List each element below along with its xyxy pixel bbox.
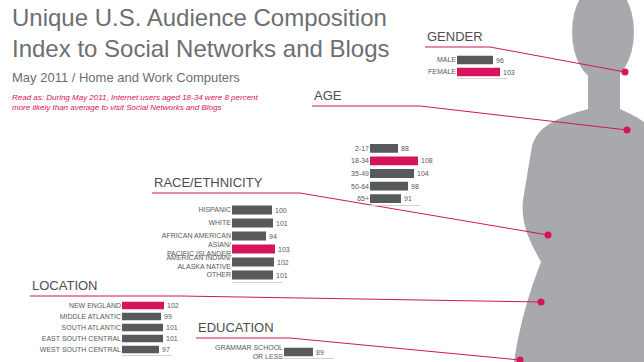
svg-text:ASIAN/PACIFIC ISLANDER: ASIAN/PACIFIC ISLANDER	[167, 241, 231, 257]
svg-text:MIDDLE ATLANTIC: MIDDLE ATLANTIC	[60, 313, 121, 320]
svg-text:2-17: 2-17	[355, 145, 369, 152]
svg-text:Read as: During May 2011, Inte: Read as: During May 2011, Internet users…	[12, 93, 259, 112]
svg-text:EDUCATION: EDUCATION	[198, 320, 274, 335]
svg-text:99: 99	[164, 313, 172, 320]
svg-text:88: 88	[401, 145, 409, 152]
svg-text:101: 101	[166, 335, 178, 342]
svg-text:HISPANIC: HISPANIC	[198, 206, 231, 213]
svg-text:May 2011 / Home and Work Compu: May 2011 / Home and Work Computers	[12, 70, 240, 85]
svg-text:NEW ENGLAND: NEW ENGLAND	[69, 302, 121, 309]
svg-text:AMERICAN INDIAN/ALASKA NATIVE: AMERICAN INDIAN/ALASKA NATIVE	[166, 254, 231, 270]
svg-text:35-49: 35-49	[351, 170, 369, 177]
svg-text:103: 103	[278, 246, 290, 253]
svg-text:65+: 65+	[357, 195, 369, 202]
svg-text:103: 103	[503, 69, 515, 76]
svg-text:WEST SOUTH CENTRAL: WEST SOUTH CENTRAL	[40, 346, 121, 353]
svg-text:91: 91	[404, 195, 412, 202]
svg-text:98: 98	[411, 183, 419, 190]
svg-text:Unique U.S. Audience Compositi: Unique U.S. Audience CompositionIndex to…	[12, 4, 390, 62]
svg-text:RACE/ETHNICITY: RACE/ETHNICITY	[154, 175, 263, 190]
svg-text:101: 101	[276, 220, 288, 227]
svg-text:101: 101	[166, 324, 178, 331]
svg-text:LOCATION: LOCATION	[32, 278, 98, 293]
svg-text:50-64: 50-64	[351, 183, 369, 190]
svg-text:102: 102	[277, 259, 289, 266]
svg-text:EAST SOUTH CENTRAL: EAST SOUTH CENTRAL	[42, 335, 121, 342]
svg-text:FEMALE: FEMALE	[428, 68, 456, 75]
svg-text:SOUTH ATLANTIC: SOUTH ATLANTIC	[62, 324, 121, 331]
svg-text:101: 101	[276, 272, 288, 279]
svg-text:MALE: MALE	[437, 56, 456, 63]
svg-text:GENDER: GENDER	[427, 29, 483, 44]
svg-text:18-34: 18-34	[351, 157, 369, 164]
svg-text:GRAMMAR SCHOOLOR LESS: GRAMMAR SCHOOLOR LESS	[215, 344, 283, 360]
svg-text:AGE: AGE	[314, 88, 342, 103]
svg-text:WHITE: WHITE	[208, 219, 231, 226]
svg-text:100: 100	[275, 207, 287, 214]
svg-text:OTHER: OTHER	[207, 271, 232, 278]
svg-text:102: 102	[167, 302, 179, 309]
svg-text:AFRICAN AMERICAN: AFRICAN AMERICAN	[162, 232, 231, 239]
svg-text:97: 97	[162, 346, 170, 353]
svg-text:89: 89	[316, 349, 324, 356]
svg-text:96: 96	[496, 57, 504, 64]
svg-text:104: 104	[417, 170, 429, 177]
svg-text:108: 108	[421, 157, 433, 164]
svg-text:94: 94	[269, 233, 277, 240]
